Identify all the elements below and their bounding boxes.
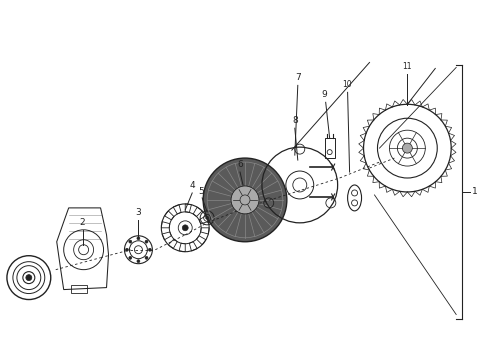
Text: 7: 7 (295, 73, 301, 82)
Circle shape (206, 216, 209, 219)
Circle shape (26, 275, 32, 280)
Circle shape (182, 225, 188, 231)
Text: 1: 1 (472, 188, 478, 197)
Text: 11: 11 (403, 62, 412, 71)
Circle shape (137, 260, 140, 263)
Text: 3: 3 (136, 208, 141, 217)
Text: 4: 4 (190, 181, 195, 190)
Circle shape (148, 248, 151, 251)
Circle shape (402, 143, 413, 153)
Text: 9: 9 (322, 90, 328, 99)
Circle shape (240, 195, 250, 205)
Circle shape (129, 256, 132, 259)
Text: 8: 8 (292, 116, 298, 125)
Circle shape (145, 240, 148, 243)
Text: 2: 2 (80, 218, 85, 227)
Circle shape (231, 186, 259, 214)
Circle shape (203, 158, 287, 242)
Circle shape (137, 237, 140, 240)
Text: 5: 5 (198, 187, 204, 196)
Circle shape (145, 256, 148, 259)
Text: 6: 6 (237, 160, 243, 169)
Bar (71, 285, 87, 293)
Circle shape (129, 240, 132, 243)
Text: 10: 10 (342, 80, 351, 89)
Circle shape (125, 248, 128, 251)
